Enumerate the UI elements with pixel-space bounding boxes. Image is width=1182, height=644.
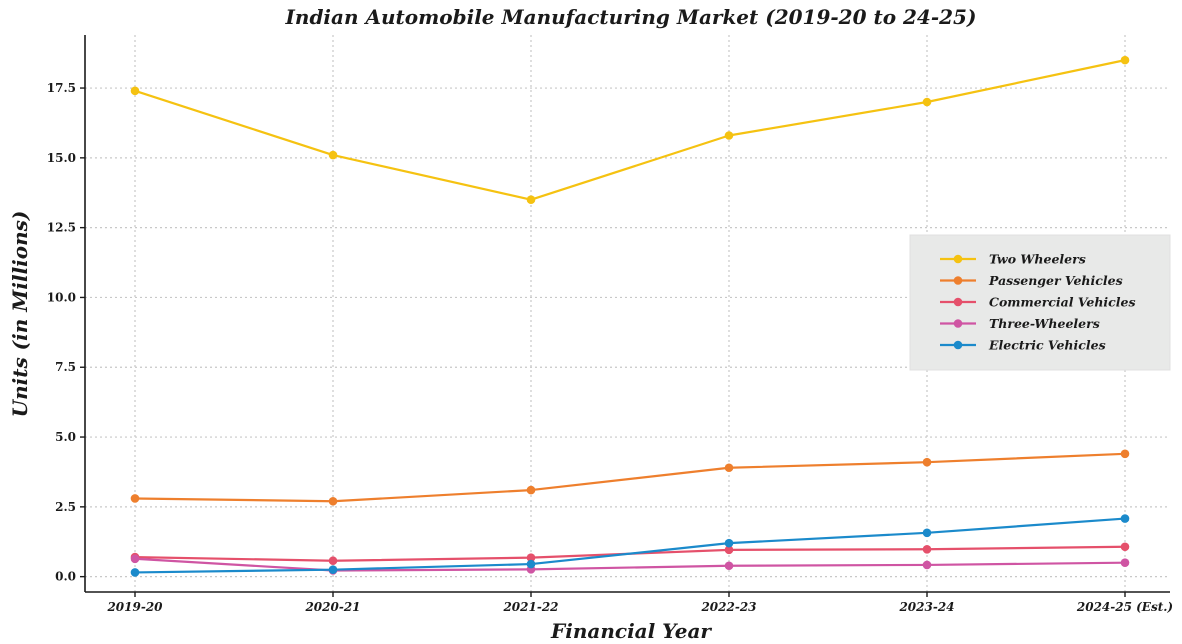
legend: Two Wheelers Passenger Vehicles Commercial… bbox=[909, 234, 1171, 371]
data-point bbox=[1120, 449, 1130, 459]
x-tick-label: 2024-25 (Est.) bbox=[1076, 600, 1173, 614]
y-tick-label: 12.5 bbox=[47, 221, 76, 235]
data-point bbox=[922, 97, 932, 107]
data-point bbox=[922, 528, 932, 538]
legend-swatch-marker bbox=[953, 254, 963, 264]
grid bbox=[85, 35, 1170, 592]
y-tick-label: 7.5 bbox=[55, 360, 76, 374]
data-point bbox=[922, 544, 932, 554]
data-point bbox=[1120, 55, 1130, 65]
y-tick-label: 17.5 bbox=[47, 81, 76, 95]
legend-label: Two Wheelers bbox=[989, 252, 1086, 267]
legend-label: Passenger Vehicles bbox=[988, 273, 1123, 288]
x-tick-label: 2022-23 bbox=[700, 600, 756, 614]
data-point bbox=[526, 195, 536, 205]
data-point bbox=[922, 457, 932, 467]
legend-label: Electric Vehicles bbox=[988, 338, 1106, 353]
data-point bbox=[724, 561, 734, 571]
data-point bbox=[1120, 558, 1130, 567]
data-point bbox=[328, 150, 338, 160]
y-tick-label: 15.0 bbox=[47, 151, 76, 165]
y-tick-label: 10.0 bbox=[47, 290, 76, 304]
data-point bbox=[724, 131, 734, 140]
series-three-wheelers bbox=[130, 554, 1130, 575]
data-point bbox=[922, 560, 932, 570]
data-point bbox=[1120, 542, 1130, 552]
chart-title: Indian Automobile Manufacturing Market (… bbox=[285, 5, 977, 29]
data-point bbox=[130, 568, 140, 577]
series-line bbox=[134, 517, 1126, 574]
data-point bbox=[526, 559, 536, 569]
legend-swatch-marker bbox=[953, 319, 963, 328]
data-point bbox=[130, 86, 140, 96]
legend-swatch-marker bbox=[953, 276, 963, 285]
data-point bbox=[130, 554, 140, 564]
series-passenger-vehicles bbox=[130, 449, 1130, 506]
x-tick-label: 2023-24 bbox=[898, 600, 954, 614]
legend-swatch-marker bbox=[953, 340, 963, 350]
series-line bbox=[134, 59, 1126, 201]
axes: 0.0 2.5 5.0 7.5 10.0 12.5 15.0 17.5 2019-20 2020-… bbox=[47, 35, 1173, 614]
legend-label: Three-Wheelers bbox=[989, 316, 1100, 331]
data-point bbox=[130, 494, 140, 503]
data-point bbox=[526, 553, 536, 562]
legend-label: Commercial Vehicles bbox=[989, 295, 1136, 310]
y-tick-label: 5.0 bbox=[55, 430, 76, 444]
y-tick-label: 0.0 bbox=[55, 570, 76, 584]
y-tick-label: 2.5 bbox=[55, 500, 76, 514]
data-point bbox=[328, 565, 338, 574]
data-point bbox=[724, 463, 734, 473]
x-tick-label: 2021-22 bbox=[502, 600, 558, 614]
x-tick-label: 2020-21 bbox=[304, 600, 360, 614]
data-point bbox=[1120, 514, 1130, 523]
data-point bbox=[724, 538, 734, 548]
series-line bbox=[134, 557, 1126, 572]
series-two-wheelers bbox=[130, 55, 1130, 205]
data-point bbox=[526, 485, 536, 495]
series-line bbox=[134, 452, 1126, 503]
series-electric-vehicles bbox=[130, 514, 1130, 577]
data-point bbox=[328, 496, 338, 506]
x-axis-title: Financial Year bbox=[550, 619, 712, 643]
series-lines bbox=[130, 55, 1130, 577]
x-tick-label: 2019-20 bbox=[106, 600, 163, 614]
legend-swatch-marker bbox=[953, 297, 963, 307]
data-point bbox=[328, 556, 338, 566]
data-point bbox=[724, 545, 734, 555]
y-axis-title: Units (in Millions) bbox=[8, 211, 32, 418]
